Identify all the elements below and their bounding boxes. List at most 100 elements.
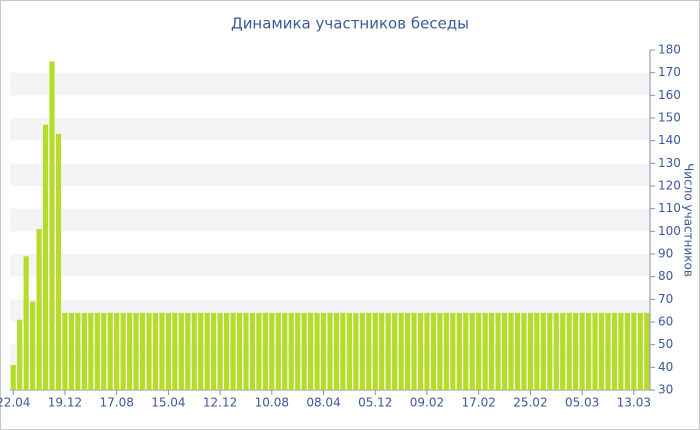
- bar: [624, 312, 630, 390]
- bar: [586, 312, 592, 390]
- bar: [476, 312, 482, 390]
- bar: [443, 312, 449, 390]
- bar: [49, 61, 55, 390]
- bar: [437, 312, 443, 390]
- bar: [75, 312, 81, 390]
- bar: [540, 312, 546, 390]
- y-tick-label: 110: [658, 201, 681, 215]
- bar: [42, 124, 49, 391]
- bar: [469, 312, 475, 390]
- bar: [127, 312, 133, 390]
- bar: [55, 133, 62, 390]
- bar: [320, 312, 327, 390]
- bar: [165, 312, 171, 390]
- grid-band: [10, 72, 650, 96]
- bar: [385, 312, 391, 390]
- y-tick-label: 90: [658, 247, 673, 261]
- bar: [327, 312, 333, 390]
- x-tick-label: 22.04: [0, 396, 30, 410]
- bar: [230, 312, 236, 390]
- bar: [366, 312, 372, 390]
- bar: [618, 312, 624, 390]
- bar: [81, 312, 87, 390]
- bar: [637, 312, 643, 390]
- x-tick-label: 15.04: [151, 396, 185, 410]
- bar: [514, 312, 521, 390]
- bar: [340, 312, 346, 390]
- y-tick-label: 70: [658, 292, 673, 306]
- bar: [417, 312, 424, 390]
- bar: [579, 312, 585, 390]
- bar: [114, 312, 120, 390]
- bar: [346, 312, 352, 390]
- x-tick-label: 05.03: [565, 396, 599, 410]
- bar: [243, 312, 249, 390]
- x-tick-label: 13.03: [617, 396, 651, 410]
- bar: [430, 312, 437, 390]
- bar: [223, 312, 230, 390]
- y-tick-label: 180: [658, 43, 681, 57]
- bar: [249, 312, 256, 390]
- bar: [404, 312, 411, 390]
- bar: [198, 312, 204, 390]
- bar: [450, 312, 456, 390]
- x-tick-label: 08.04: [306, 396, 340, 410]
- bar: [301, 312, 307, 390]
- bar: [463, 312, 469, 390]
- bar: [36, 229, 42, 390]
- bar: [94, 312, 100, 390]
- bar: [107, 312, 113, 390]
- y-tick-label: 160: [658, 88, 681, 102]
- bar: [172, 312, 178, 390]
- y-tick-label: 120: [658, 179, 681, 193]
- bar: [62, 312, 68, 390]
- y-tick-label: 60: [658, 315, 673, 329]
- bar: [605, 312, 611, 390]
- y-tick-label: 150: [658, 111, 681, 125]
- y-tick-label: 170: [658, 65, 681, 79]
- bar: [489, 312, 495, 390]
- x-tick-label: 17.02: [462, 396, 496, 410]
- chart-title: Динамика участников беседы: [231, 15, 469, 33]
- bar: [308, 312, 314, 390]
- bar: [644, 312, 650, 390]
- x-tick-label: 19.12: [48, 396, 82, 410]
- bar: [10, 365, 16, 390]
- bar: [592, 312, 598, 390]
- grid-band: [10, 163, 650, 186]
- y-tick-label: 40: [658, 360, 673, 374]
- bar: [527, 312, 533, 390]
- bar: [217, 312, 223, 390]
- bar: [411, 312, 417, 390]
- bar: [573, 312, 579, 390]
- bar: [295, 312, 301, 390]
- bar: [17, 319, 23, 390]
- bar: [314, 312, 320, 390]
- bar: [185, 312, 191, 390]
- bar: [398, 312, 404, 390]
- bar: [236, 312, 243, 390]
- bar: [262, 312, 268, 390]
- bar: [482, 312, 488, 390]
- bar: [501, 312, 508, 390]
- bar: [256, 312, 262, 390]
- grid-band: [10, 254, 650, 277]
- bar: [379, 312, 385, 390]
- bar: [392, 312, 398, 390]
- bar: [521, 312, 527, 390]
- bar: [372, 312, 378, 390]
- bar: [204, 312, 210, 390]
- bar: [191, 312, 197, 390]
- x-tick-label: 05.12: [358, 396, 392, 410]
- bar: [133, 312, 139, 390]
- bar: [152, 312, 159, 390]
- x-tick-label: 10.08: [255, 396, 289, 410]
- bar: [30, 301, 36, 390]
- x-tick-label: 25.02: [513, 396, 547, 410]
- bar: [566, 312, 572, 390]
- bar: [598, 312, 605, 390]
- grid-band: [10, 118, 650, 141]
- bar: [139, 312, 146, 390]
